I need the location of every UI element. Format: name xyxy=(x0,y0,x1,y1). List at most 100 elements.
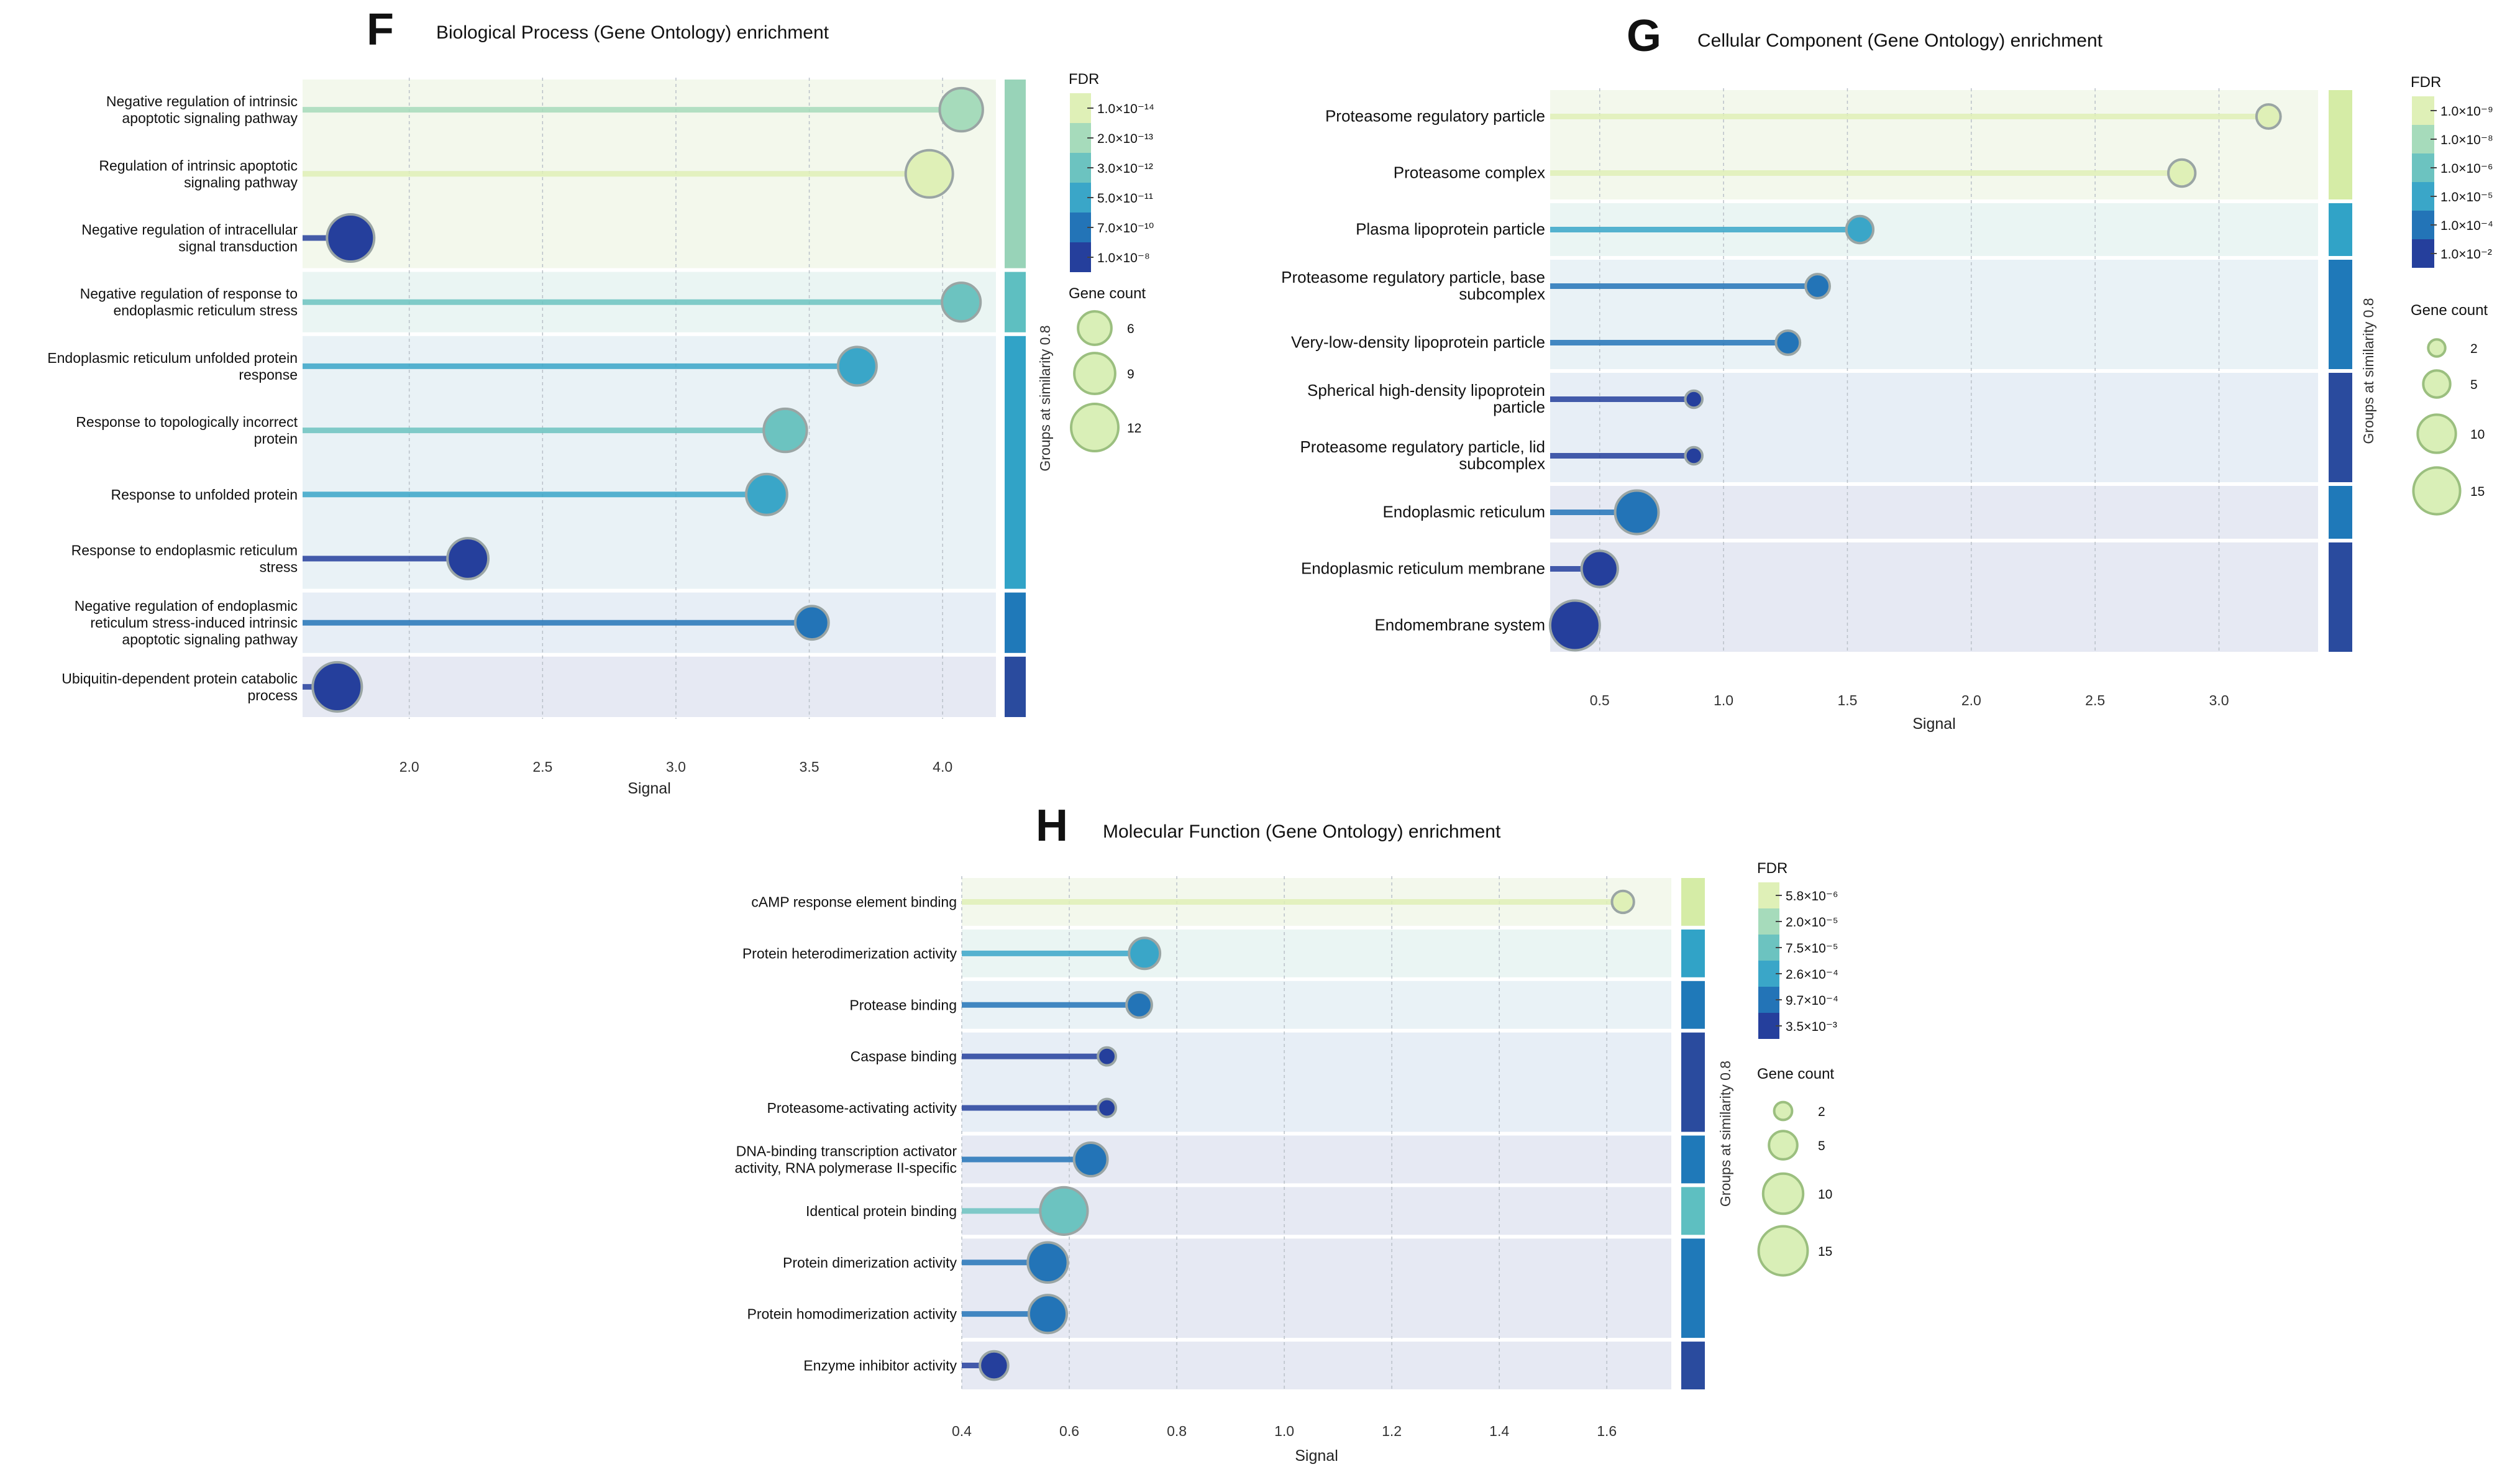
x-axis-label: Signal xyxy=(1295,1447,1338,1465)
lollipop-bubble xyxy=(762,407,808,454)
fdr-legend-title: FDR xyxy=(2411,74,2441,91)
size-legend-label: 5 xyxy=(1818,1139,1825,1153)
group-band xyxy=(1550,486,2318,539)
fdr-legend-title: FDR xyxy=(1757,860,1787,877)
group-color-bar xyxy=(1681,1187,1705,1235)
size-legend-bubble xyxy=(1773,1100,1794,1122)
group-color-bar xyxy=(1681,878,1705,926)
group-color-bar xyxy=(2329,373,2352,482)
category-label: Protease binding xyxy=(849,997,957,1013)
lollipop-bubble xyxy=(1614,489,1660,536)
lollipop-bubble xyxy=(311,661,363,713)
group-color-bar xyxy=(1681,1238,1705,1338)
category-label: Negative regulation of intrinsic xyxy=(106,93,298,109)
group-color-bar xyxy=(2329,90,2352,199)
chart-title: Molecular Function (Gene Ontology) enric… xyxy=(1103,821,1501,842)
category-label: Endoplasmic reticulum membrane xyxy=(1301,559,1545,578)
lollipop-bubble xyxy=(836,345,878,387)
category-label: Protein homodimerization activity xyxy=(747,1306,957,1322)
size-legend-label: 2 xyxy=(2470,342,2478,356)
category-label: Protein dimerization activity xyxy=(783,1255,957,1271)
category-label: Proteasome regulatory particle xyxy=(1325,107,1545,126)
group-color-bar xyxy=(2329,486,2352,539)
size-legend-label: 12 xyxy=(1127,421,1141,436)
category-label: Proteasome complex xyxy=(1394,163,1545,182)
lollipop-bubble xyxy=(446,537,490,580)
fdr-legend-label: 1.0×10⁻⁴ xyxy=(2440,219,2493,233)
group-band xyxy=(962,1342,1671,1389)
group-color-bar xyxy=(2329,542,2352,652)
group-band xyxy=(303,656,996,717)
chart-title: Cellular Component (Gene Ontology) enric… xyxy=(1697,30,2103,51)
lollipop-bubble xyxy=(1684,389,1704,409)
panel-g: G Cellular Component (Gene Ontology) enri… xyxy=(1281,11,2493,733)
fdr-legend-label: 1.0×10⁻⁸ xyxy=(2440,133,2493,147)
x-tick-label: 1.5 xyxy=(1837,692,1857,708)
size-legend-label: 10 xyxy=(1818,1187,1832,1202)
group-band xyxy=(1550,90,2318,199)
group-color-bar xyxy=(1681,929,1705,977)
category-label: Proteasome regulatory particle, lid xyxy=(1300,437,1545,456)
size-legend-label: 15 xyxy=(2470,485,2485,499)
group-color-bar xyxy=(2329,260,2352,369)
side-axis-label: Groups at similarity 0.8 xyxy=(2360,298,2376,444)
group-color-bar xyxy=(1005,656,1026,717)
category-label: Protein heterodimerization activity xyxy=(742,945,957,961)
x-tick-label: 1.6 xyxy=(1597,1423,1617,1439)
chart-title: Biological Process (Gene Ontology) enric… xyxy=(436,22,829,43)
x-tick-label: 0.6 xyxy=(1059,1423,1079,1439)
size-legend-label: 5 xyxy=(2470,378,2478,392)
lollipop-bubble xyxy=(1039,1186,1089,1236)
category-label: subcomplex xyxy=(1459,285,1545,303)
x-tick-label: 2.5 xyxy=(532,759,552,775)
x-axis-label: Signal xyxy=(1912,715,1956,733)
size-legend-label: 15 xyxy=(1818,1245,1832,1259)
category-label: subcomplex xyxy=(1459,454,1545,473)
category-label: reticulum stress-induced intrinsic xyxy=(90,615,298,631)
fdr-legend-label: 2.0×10⁻⁵ xyxy=(1786,915,1838,930)
category-label: Negative regulation of endoplasmic xyxy=(75,598,298,614)
lollipop-bubble xyxy=(1125,990,1153,1019)
size-legend-label: 10 xyxy=(2470,428,2485,442)
fdr-legend-label: 1.0×10⁻² xyxy=(2440,247,2492,262)
group-color-bar xyxy=(2329,203,2352,256)
category-label: endoplasmic reticulum stress xyxy=(113,303,298,319)
lollipop-bubble xyxy=(1774,329,1802,356)
size-legend-bubble xyxy=(1757,1225,1809,1277)
x-tick-label: 3.0 xyxy=(2209,692,2229,708)
fdr-legend-label: 1.0×10⁻⁶ xyxy=(2440,162,2493,176)
group-color-bar xyxy=(1681,1032,1705,1132)
size-legend-label: 6 xyxy=(1127,322,1134,336)
category-label: signaling pathway xyxy=(184,174,298,190)
category-label: Endoplasmic reticulum unfolded protein xyxy=(47,350,298,366)
group-band xyxy=(962,1032,1671,1132)
group-band xyxy=(1550,373,2318,482)
category-label: Regulation of intrinsic apoptotic xyxy=(99,157,298,173)
group-color-bar xyxy=(1005,592,1026,653)
group-color-bar xyxy=(1005,272,1026,332)
size-legend-title: Gene count xyxy=(1069,285,1146,302)
lollipop-bubble xyxy=(938,86,984,133)
size-legend-bubble xyxy=(1073,352,1116,395)
category-label: Proteasome regulatory particle, base xyxy=(1281,268,1545,286)
x-tick-label: 0.8 xyxy=(1167,1423,1187,1439)
x-tick-label: 1.2 xyxy=(1382,1423,1402,1439)
group-color-bar xyxy=(1005,80,1026,268)
x-axis-label: Signal xyxy=(628,780,671,797)
category-label: Negative regulation of response to xyxy=(80,286,298,302)
panel-h: H Molecular Function (Gene Ontology) enri… xyxy=(735,801,1838,1465)
side-axis-label: Groups at similarity 0.8 xyxy=(1037,325,1053,471)
lollipop-bubble xyxy=(2255,103,2282,130)
x-tick-label: 2.5 xyxy=(2085,692,2105,708)
fdr-legend-label: 2.0×10⁻¹³ xyxy=(1097,132,1153,146)
lollipop-bubble xyxy=(979,1350,1010,1381)
lollipop-bubble xyxy=(1548,599,1601,652)
fdr-legend-label: 7.5×10⁻⁵ xyxy=(1786,941,1838,956)
lollipop-bubble xyxy=(326,213,376,263)
x-tick-label: 1.0 xyxy=(1274,1423,1294,1439)
group-color-bar xyxy=(1681,1135,1705,1184)
x-tick-label: 0.5 xyxy=(1590,692,1610,708)
size-legend-title: Gene count xyxy=(2411,302,2488,319)
fdr-legend-label: 9.7×10⁻⁴ xyxy=(1786,994,1838,1008)
